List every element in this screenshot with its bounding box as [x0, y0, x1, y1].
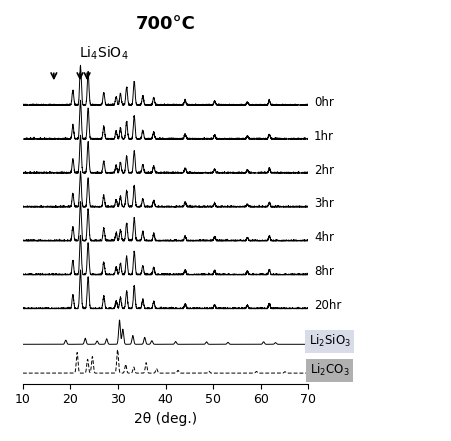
Text: 4hr: 4hr [313, 232, 333, 244]
Text: $\mathrm{Li_2SiO_3}$: $\mathrm{Li_2SiO_3}$ [308, 333, 350, 349]
Text: $\mathrm{Li_2CO_3}$: $\mathrm{Li_2CO_3}$ [309, 362, 349, 378]
Text: 20hr: 20hr [313, 299, 341, 312]
Text: 8hr: 8hr [313, 265, 333, 278]
Text: 3hr: 3hr [313, 198, 333, 210]
Text: $\mathrm{Li_4SiO_4}$: $\mathrm{Li_4SiO_4}$ [79, 45, 129, 62]
Title: 700°C: 700°C [135, 15, 195, 33]
Text: 0hr: 0hr [313, 96, 333, 108]
X-axis label: 2θ (deg.): 2θ (deg.) [134, 412, 197, 426]
Text: 2hr: 2hr [313, 164, 333, 176]
Text: 1hr: 1hr [313, 130, 333, 142]
